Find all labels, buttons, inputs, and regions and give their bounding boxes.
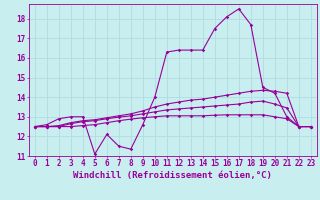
- X-axis label: Windchill (Refroidissement éolien,°C): Windchill (Refroidissement éolien,°C): [73, 171, 272, 180]
